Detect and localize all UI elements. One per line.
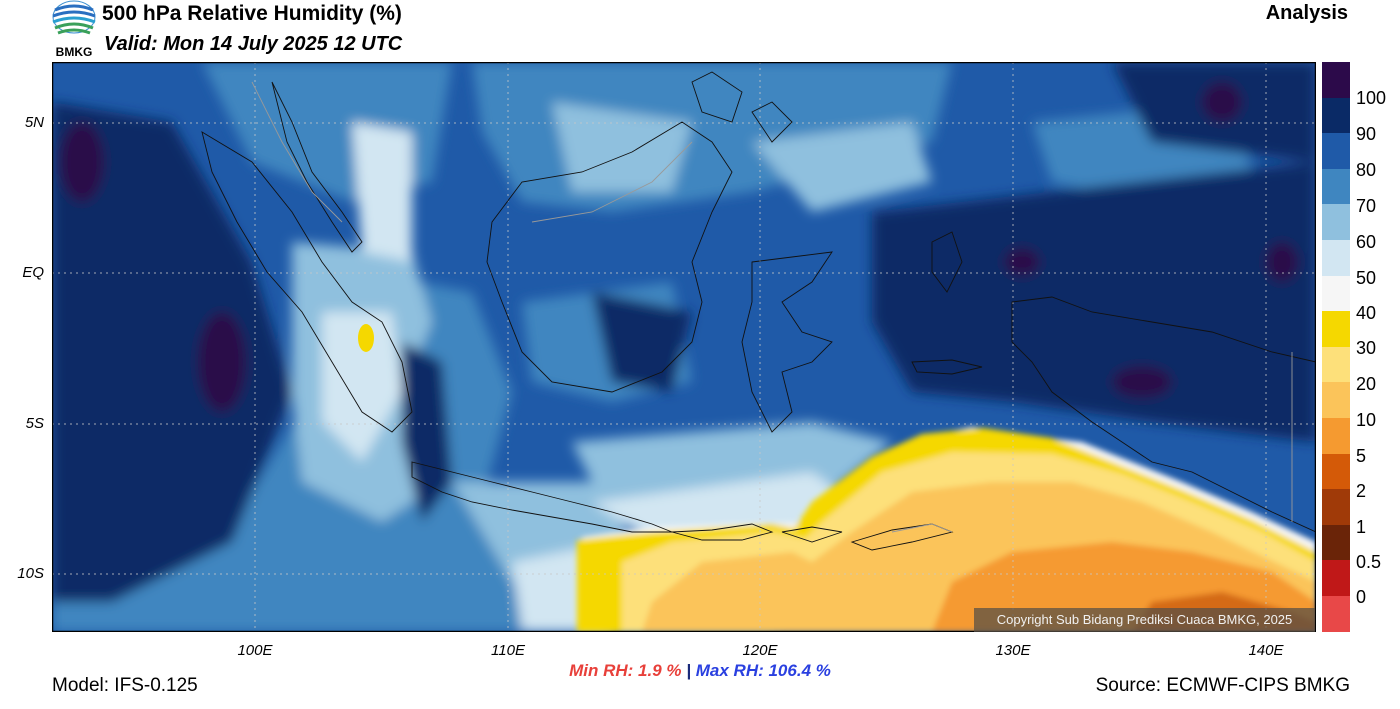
lat-label-eq: EQ [22,264,44,281]
source-label: Source: ECMWF-CIPS BMKG [1095,675,1350,696]
colorbar-swatch [1322,239,1350,276]
colorbar-label: 90 [1356,124,1377,144]
colorbar-swatch [1322,595,1350,632]
colorbar-swatch [1322,204,1350,240]
colorbar-label: 1 [1356,517,1367,537]
colorbar-label: 50 [1356,268,1377,288]
colorbar-swatch [1322,417,1350,454]
colorbar-swatch [1322,453,1350,490]
colorbar-swatch [1322,560,1350,596]
lon-label-100e: 100E [237,642,273,659]
colorbar-swatch [1322,168,1350,205]
colorbar-label: 100 [1356,88,1387,108]
colorbar [1322,62,1350,632]
borders [251,81,1293,533]
colorbar-swatch [1322,382,1350,418]
lat-label-5s: 5S [25,415,44,432]
coastlines [201,71,1316,551]
colorbar-label: 10 [1356,410,1377,430]
colorbar-swatch [1322,275,1350,312]
min-max-readout: Min RH: 1.9 % | Max RH: 106.4 % [0,661,1400,681]
lat-label-5n: 5N [24,114,44,131]
colorbar-label: 0 [1356,587,1367,607]
lon-label-140e: 140E [1248,642,1284,659]
lon-label-120e: 120E [742,642,778,659]
colorbar-label: 60 [1356,232,1377,252]
colorbar-label: 30 [1356,338,1377,358]
map-title: 500 hPa Relative Humidity (%) [102,2,402,25]
colorbar-label: 2 [1356,481,1367,501]
colorbar-swatch [1322,524,1350,561]
humidity-map [52,62,1316,632]
valid-time: Valid: Mon 14 July 2025 12 UTC [104,33,403,55]
lat-label-10s: 10S [17,565,44,582]
colorbar-swatch [1322,489,1350,525]
bmkg-logo: BMKG [50,0,98,59]
colorbar-label: 5 [1356,446,1367,466]
logo-text: BMKG [56,45,93,58]
copyright-label: Copyright Sub Bidang Prediksi Cuaca BMKG… [974,608,1315,632]
max-rh: Max RH: 106.4 % [695,661,831,680]
map-frame [52,62,1316,632]
colorbar-swatch [1322,62,1350,98]
analysis-label: Analysis [1265,2,1348,24]
min-max-separator: | [686,661,692,680]
colorbar-label: 20 [1356,374,1377,394]
humidity-field [52,62,1316,632]
lon-label-110e: 110E [491,642,525,659]
colorbar-swatch [1322,133,1350,169]
lon-label-130e: 130E [995,642,1031,659]
min-rh: Min RH: 1.9 % [569,661,682,680]
model-label: Model: IFS-0.125 [52,675,198,696]
colorbar-swatch [1322,311,1350,347]
colorbar-label: 40 [1356,303,1377,323]
colorbar-swatch [1322,97,1350,134]
colorbar-swatch [1322,346,1350,383]
colorbar-label: 70 [1356,196,1377,216]
colorbar-label: 80 [1356,160,1377,180]
colorbar-label: 0.5 [1356,552,1382,572]
